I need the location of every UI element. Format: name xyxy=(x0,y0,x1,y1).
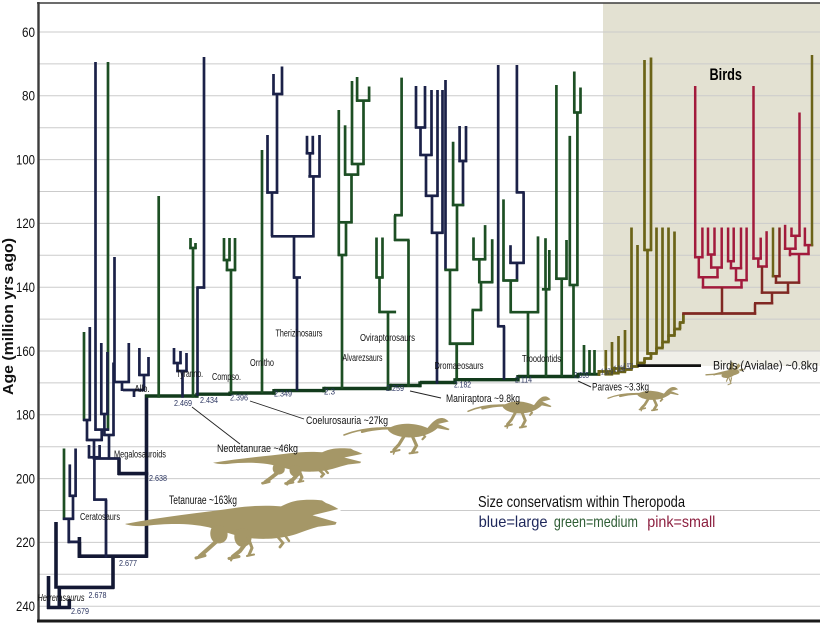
svg-text:pink=small: pink=small xyxy=(647,514,715,531)
svg-text:Compso.: Compso. xyxy=(212,372,241,383)
svg-text:120: 120 xyxy=(16,216,35,231)
svg-text:Megalosauroids: Megalosauroids xyxy=(114,450,166,461)
svg-text:Coelurosauria ~27kg: Coelurosauria ~27kg xyxy=(306,415,388,427)
svg-text:Oviraptorosaurs: Oviraptorosaurs xyxy=(360,333,415,344)
svg-text:2.678: 2.678 xyxy=(89,591,107,600)
svg-text:Troodontids: Troodontids xyxy=(522,354,561,365)
svg-text:180: 180 xyxy=(16,408,35,423)
svg-text:2.679: 2.679 xyxy=(71,607,89,616)
svg-text:Maniraptora ~9.8kg: Maniraptora ~9.8kg xyxy=(446,393,520,405)
svg-text:Therizinosaurs: Therizinosaurs xyxy=(276,329,323,340)
svg-text:Tetanurae ~163kg: Tetanurae ~163kg xyxy=(169,495,237,507)
svg-text:2.396: 2.396 xyxy=(230,394,248,403)
svg-text:Birds: Birds xyxy=(710,65,743,84)
svg-text:2.114: 2.114 xyxy=(515,375,532,384)
svg-text:2.3: 2.3 xyxy=(324,388,336,397)
svg-text:1.979: 1.979 xyxy=(601,367,613,376)
svg-text:Paraves ~3.3kg: Paraves ~3.3kg xyxy=(592,382,649,394)
svg-text:Tyranno.: Tyranno. xyxy=(177,369,204,380)
svg-text:Herrerasaurus: Herrerasaurus xyxy=(38,592,86,604)
svg-text:Birds (Avialae) ~0.8kg: Birds (Avialae) ~0.8kg xyxy=(713,361,818,373)
svg-text:green=medium: green=medium xyxy=(554,514,638,531)
svg-text:220: 220 xyxy=(16,535,35,550)
svg-text:Dromaeosaurs: Dromaeosaurs xyxy=(435,361,484,372)
svg-text:60: 60 xyxy=(22,25,35,40)
svg-text:2.259: 2.259 xyxy=(386,384,404,393)
svg-text:2.677: 2.677 xyxy=(119,559,137,568)
svg-text:blue=large: blue=large xyxy=(479,514,548,531)
svg-text:2.182: 2.182 xyxy=(454,381,471,390)
svg-text:2.638: 2.638 xyxy=(149,474,167,483)
svg-text:Neotetanurae ~46kg: Neotetanurae ~46kg xyxy=(217,443,298,455)
svg-text:2.349: 2.349 xyxy=(274,390,292,399)
svg-text:Alvarezsaurs: Alvarezsaurs xyxy=(343,353,383,364)
svg-text:Ornitho: Ornitho xyxy=(250,358,274,369)
svg-text:80: 80 xyxy=(22,89,35,104)
svg-text:Allo.: Allo. xyxy=(135,384,150,395)
svg-text:1.921: 1.921 xyxy=(624,362,634,371)
svg-text:2.035: 2.035 xyxy=(574,371,589,380)
svg-text:1.936: 1.936 xyxy=(614,364,625,373)
svg-text:2.469: 2.469 xyxy=(174,399,192,408)
svg-text:Ceratosaurs: Ceratosaurs xyxy=(80,512,120,523)
svg-text:100: 100 xyxy=(16,152,35,167)
svg-text:140: 140 xyxy=(16,280,35,295)
svg-text:240: 240 xyxy=(16,599,35,614)
svg-text:Size conservatism within Thero: Size conservatism within Theropoda xyxy=(478,494,685,511)
svg-text:2.434: 2.434 xyxy=(200,396,218,405)
svg-text:160: 160 xyxy=(16,344,35,359)
svg-text:200: 200 xyxy=(16,471,35,486)
svg-text:Age (million yrs ago): Age (million yrs ago) xyxy=(0,238,17,395)
